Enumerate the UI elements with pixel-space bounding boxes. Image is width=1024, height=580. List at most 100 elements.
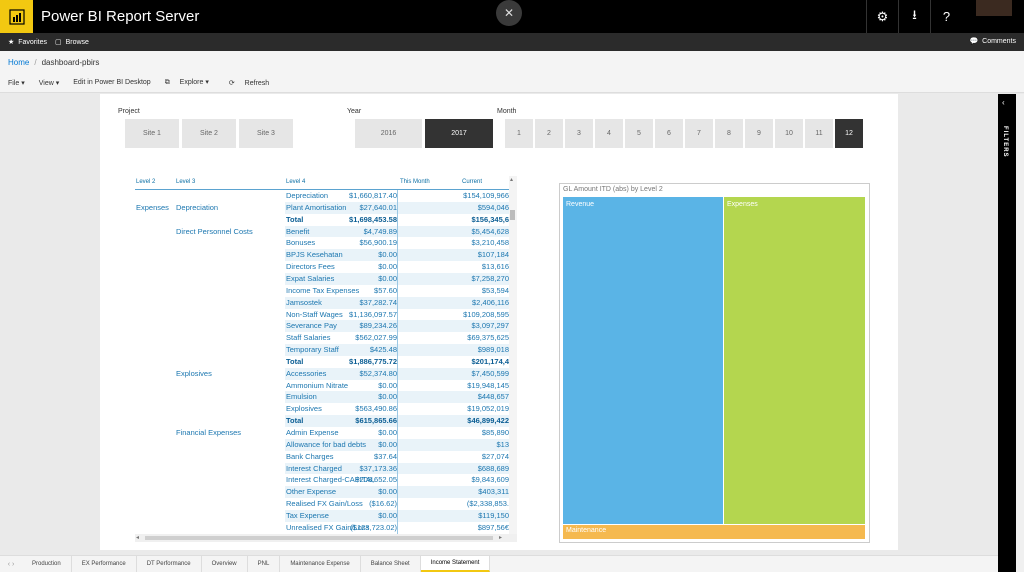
cell-current: $109,208,595 [463, 309, 509, 319]
scroll-right-icon[interactable]: ▸ [499, 535, 503, 541]
close-icon[interactable]: ✕ [496, 0, 522, 26]
table-row[interactable]: BPJS Kesehatan $0.00 $107,184 [135, 249, 517, 262]
month-tile-4[interactable]: 4 [595, 119, 623, 148]
table-row[interactable]: Explosives Accessories $52,374.80 $7,450,59… [135, 367, 517, 380]
cell-level-4: Bonuses [286, 238, 316, 248]
table-row[interactable]: Total $1,698,453.58 $156,345,6 [135, 214, 517, 226]
table-row[interactable]: Temporary Staff $425.48 $989,018 [135, 344, 517, 356]
table-row[interactable]: Total $1,886,775.72 $201,174,4 [135, 356, 517, 368]
chevron-left-icon[interactable]: ‹ [1002, 98, 1005, 107]
project-tile-site-1[interactable]: Site 1 [125, 119, 179, 148]
top-icons: ⚙ ⭳ ? [866, 0, 1024, 33]
table-row[interactable]: Severance Pay $89,234.26 $3,097,297 [135, 320, 517, 333]
cell-current: $7,450,599 [471, 368, 509, 378]
month-tile-6[interactable]: 6 [655, 119, 683, 148]
tab-balance-sheet[interactable]: Balance Sheet [361, 556, 421, 572]
file-menu[interactable]: File ▾ [8, 79, 25, 87]
gear-icon[interactable]: ⚙ [866, 0, 898, 33]
tab-maintenance-expense[interactable]: Maintenance Expense [280, 556, 361, 572]
browse-link[interactable]: ▢ Browse [55, 39, 89, 46]
tab-production[interactable]: Production [22, 556, 72, 572]
treemap-segment-revenue[interactable]: Revenue [563, 197, 723, 524]
table-row[interactable]: Realised FX Gain/Loss ($16.62) ($2,338,853… [135, 498, 517, 510]
year-tile-2017[interactable]: 2017 [425, 119, 493, 148]
header-level-4[interactable]: Level 4 [286, 179, 306, 185]
help-icon[interactable]: ? [930, 0, 962, 33]
month-tile-2[interactable]: 2 [535, 119, 563, 148]
header-this-month[interactable]: This Month [400, 179, 430, 185]
month-tile-3[interactable]: 3 [565, 119, 593, 148]
comments-button[interactable]: 💬 Comments [969, 38, 1016, 45]
power-bi-logo[interactable] [0, 0, 33, 33]
project-tile-site-3[interactable]: Site 3 [239, 119, 293, 148]
table-row[interactable]: Bank Charges $37.64 $27,074 [135, 451, 517, 463]
treemap-visual[interactable]: GL Amount ITD (abs) by Level 2 Revenue E… [559, 183, 870, 543]
download-icon[interactable]: ⭳ [898, 0, 930, 33]
view-menu[interactable]: View ▾ [38, 79, 60, 87]
month-tile-10[interactable]: 10 [775, 119, 803, 148]
table-row[interactable]: Interest Charged $37,173.36 $688,689 [135, 462, 517, 475]
table-row[interactable]: Other Expense $0.00 $403,311 [135, 486, 517, 499]
cell-this-month: $89,234.26 [359, 321, 397, 331]
month-tile-5[interactable]: 5 [625, 119, 653, 148]
scroll-up-icon[interactable]: ▴ [510, 177, 514, 183]
table-row[interactable]: Explosives $563,490.86 $19,052,019 [135, 403, 517, 415]
treemap-segment-maintenance[interactable]: Maintenance [563, 525, 865, 539]
table-row[interactable]: Allowance for bad debts $0.00 $13 [135, 438, 517, 451]
cell-current: $897,56€ [477, 522, 509, 532]
month-tile-9[interactable]: 9 [745, 119, 773, 148]
table-row[interactable]: Directors Fees $0.00 $13,616 [135, 261, 517, 273]
tab-pnl[interactable]: PNL [248, 556, 281, 572]
treemap-segment-expenses[interactable]: Expenses [724, 197, 865, 524]
year-tile-2016[interactable]: 2016 [355, 119, 422, 148]
row-stripe [285, 509, 517, 522]
table-row[interactable]: Staff Salaries $562,027.99 $69,375,625 [135, 332, 517, 344]
header-level-2[interactable]: Level 2 [136, 179, 156, 185]
favorites-link[interactable]: ★ Favorites [8, 39, 48, 46]
table-row[interactable]: Depreciation $1,660,817.40 $154,109,966 [135, 190, 517, 202]
avatar[interactable] [976, 0, 1012, 16]
header-current[interactable]: Current [462, 179, 483, 185]
matrix-horizontal-scrollbar[interactable]: ◂ ▸ [135, 534, 517, 542]
table-row[interactable]: Unrealised FX Gain/Loss ($123,723.02) $897… [135, 522, 517, 534]
vertical-scroll-thumb[interactable] [510, 210, 515, 220]
month-tile-11[interactable]: 11 [805, 119, 833, 148]
table-row[interactable]: Direct Personnel Costs Benefit $4,749.89 $5… [135, 225, 517, 238]
tab-overview[interactable]: Overview [202, 556, 248, 572]
table-row[interactable]: Tax Expense $0.00 $119,150 [135, 509, 517, 522]
edit-desktop-button[interactable]: Edit in Power BI Desktop [73, 79, 151, 86]
table-row[interactable]: Jamsostek $37,282.74 $2,406,116 [135, 296, 517, 309]
matrix-vertical-scrollbar[interactable]: ▴ [509, 176, 517, 534]
month-tile-1[interactable]: 1 [505, 119, 533, 148]
project-tile-site-2[interactable]: Site 2 [182, 119, 236, 148]
month-tile-12[interactable]: 12 [835, 119, 863, 148]
income-matrix[interactable]: Level 2 Level 3 Level 4 This Month Curre… [135, 176, 517, 542]
breadcrumb-home[interactable]: Home [8, 57, 30, 67]
filters-pane[interactable]: ‹ FILTERS [998, 94, 1016, 572]
tab-ex-performance[interactable]: EX Performance [72, 556, 137, 572]
tab-nav-arrows[interactable]: ‹ › [7, 560, 15, 568]
scroll-left-icon[interactable]: ◂ [136, 535, 140, 541]
month-tile-7[interactable]: 7 [685, 119, 713, 148]
table-row[interactable]: Bonuses $56,900.19 $3,210,458 [135, 237, 517, 249]
page-scrollbar[interactable] [1016, 94, 1024, 572]
table-row[interactable]: Income Tax Expenses $57.60 $53,594 [135, 285, 517, 297]
refresh-button[interactable]: ⟳ Refresh [228, 79, 270, 87]
table-row[interactable]: Ammonium Nitrate $0.00 $19,948,145 [135, 380, 517, 392]
cell-this-month: $1,660,817.40 [349, 191, 397, 200]
horizontal-scroll-thumb[interactable] [145, 536, 493, 540]
tab-income-statement[interactable]: Income Statement [420, 556, 491, 572]
cell-current: $201,174,4 [471, 356, 509, 366]
table-row[interactable]: Financial Expenses Admin Expense $0.00 $85,… [135, 427, 517, 439]
table-row[interactable]: Emulsion $0.00 $448,657 [135, 391, 517, 404]
cell-current: $13,616 [481, 262, 509, 272]
table-row[interactable]: Total $615,865.66 $46,899,422 [135, 415, 517, 428]
table-row[interactable]: Interest Charged-CAPITAL $208,652.05 $9,84… [135, 474, 517, 486]
tab-dt-performance[interactable]: DT Performance [137, 556, 202, 572]
month-tile-8[interactable]: 8 [715, 119, 743, 148]
table-row[interactable]: Non-Staff Wages $1,136,097.57 $109,208,595 [135, 309, 517, 321]
header-level-3[interactable]: Level 3 [176, 179, 196, 185]
table-row[interactable]: Expenses Depreciation Plant Amortisation $2… [135, 201, 517, 214]
explore-menu[interactable]: ⧉ Explore ▾ [164, 79, 209, 86]
table-row[interactable]: Expat Salaries $0.00 $7,258,270 [135, 272, 517, 285]
